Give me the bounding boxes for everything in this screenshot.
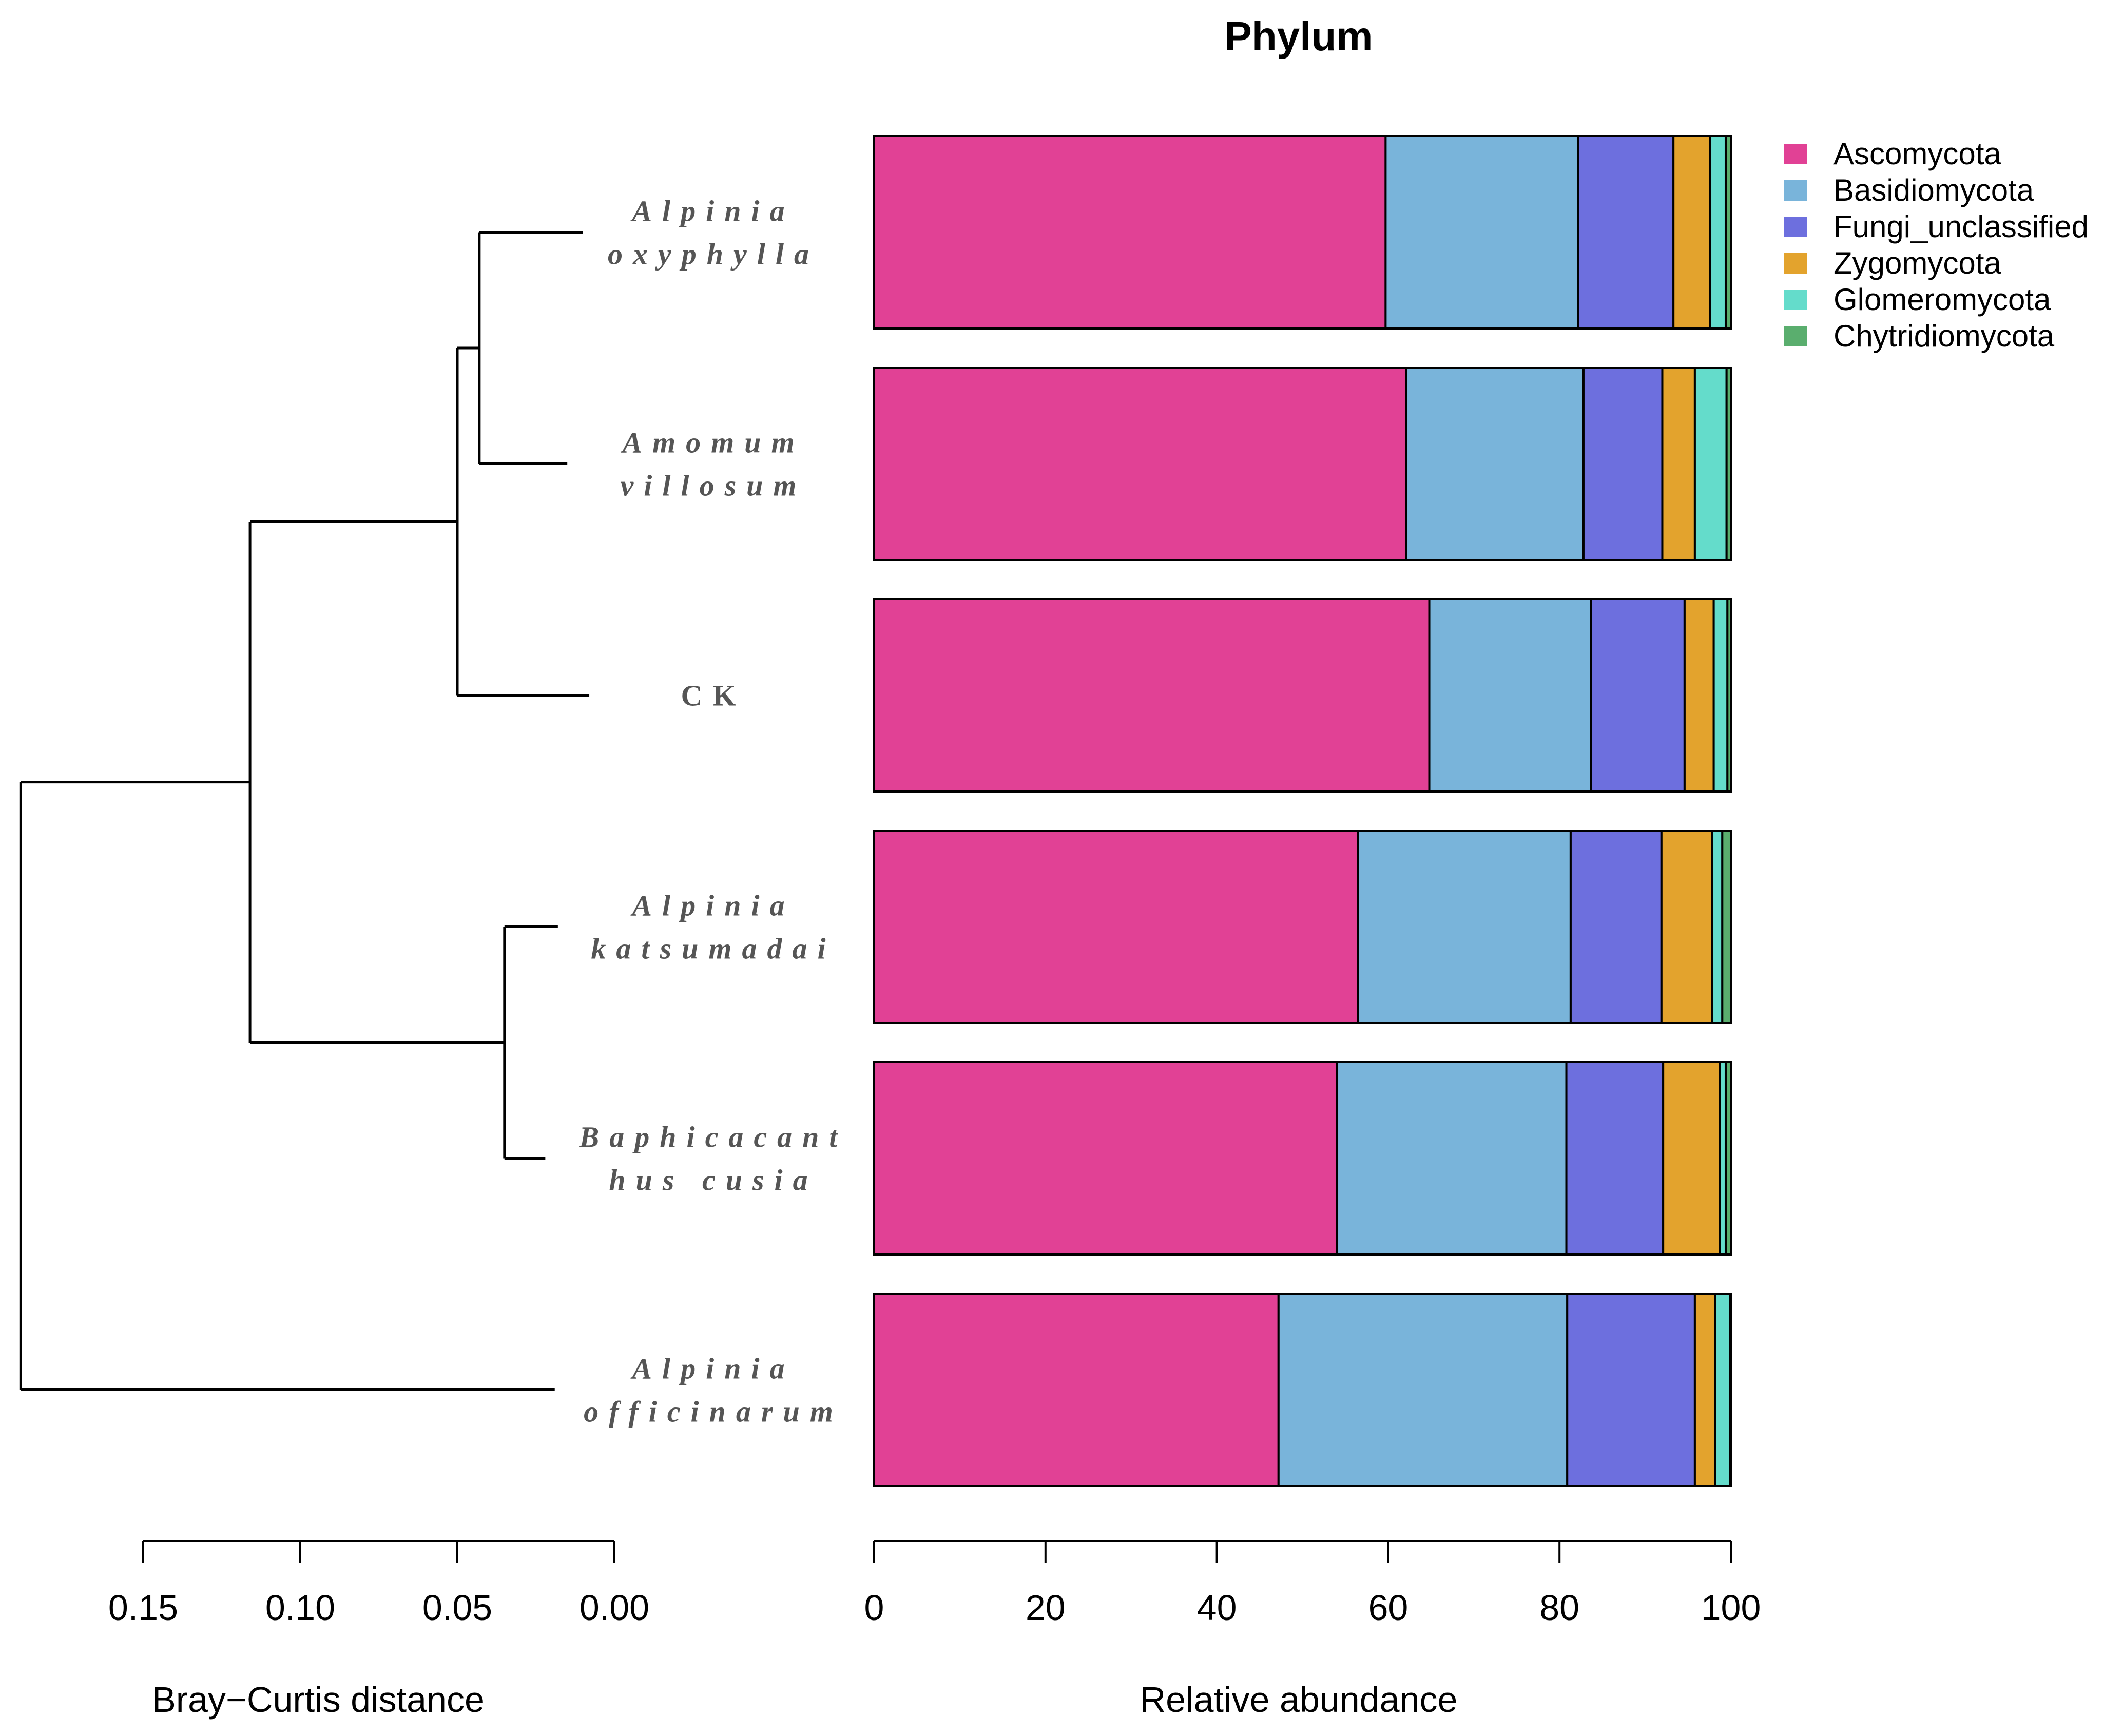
- bar-segment-glomeromycota-3: [1711, 830, 1724, 1024]
- distance-axis-label: Bray−Curtis distance: [152, 1680, 485, 1720]
- sample-label-line: CK: [681, 679, 746, 712]
- sample-label-line: villosum: [620, 469, 806, 503]
- bar-segment-glomeromycota-1: [1693, 367, 1728, 561]
- sample-label-line: officinarum: [584, 1395, 843, 1429]
- bar-segment-ascomycota-3: [873, 830, 1359, 1024]
- bar-segment-zygomycota-2: [1683, 598, 1715, 793]
- sample-label-line: oxyphylla: [608, 238, 819, 271]
- legend-entry-zygomycota: Zygomycota: [1833, 246, 2001, 280]
- sample-label-line: Alpinia: [630, 195, 795, 228]
- bar-segment-ascomycota-4: [873, 1061, 1338, 1256]
- distance-axis: 0.15 0.10 0.05 0.00: [108, 1540, 649, 1628]
- abundance-tick-label: 20: [1026, 1588, 1066, 1628]
- abundance-tick-label: 60: [1368, 1588, 1408, 1628]
- bar-segment-basidiomycota-4: [1336, 1061, 1568, 1256]
- bar-segment-fungi_unclassified-4: [1565, 1061, 1665, 1256]
- bar-segment-ascomycota-5: [873, 1293, 1280, 1487]
- sample-label-line: hus cusia: [609, 1164, 818, 1197]
- legend-entry-ascomycota: Ascomycota: [1833, 137, 2001, 171]
- legend-swatch: [1784, 180, 1807, 201]
- legend-swatch: [1784, 290, 1807, 310]
- bar-segment-chytridiomycota-5: [1729, 1293, 1732, 1487]
- bar-segment-glomeromycota-2: [1712, 598, 1729, 793]
- bar-segment-chytridiomycota-1: [1725, 367, 1732, 561]
- legend-entry-glomeromycota: Glomeromycota: [1833, 282, 2051, 317]
- sample-label-line: Baphicacant: [579, 1121, 848, 1154]
- bar-segment-basidiomycota-0: [1384, 135, 1579, 330]
- bar-segment-chytridiomycota-2: [1726, 598, 1732, 793]
- bar-segment-ascomycota-0: [873, 135, 1387, 330]
- sample-label-line: Alpinia: [630, 1352, 795, 1385]
- legend-swatch: [1784, 144, 1807, 164]
- bar-segment-glomeromycota-5: [1714, 1293, 1731, 1487]
- bar-segment-fungi_unclassified-0: [1577, 135, 1675, 330]
- distance-tick-label: 0.10: [265, 1588, 335, 1628]
- bar-segment-zygomycota-1: [1661, 367, 1696, 561]
- sample-label-line: Amomum: [621, 426, 804, 459]
- legend: AscomycotaBasidiomycotaFungi_unclassifie…: [1784, 137, 2089, 353]
- distance-tick-label: 0.15: [108, 1588, 178, 1628]
- x-axis-label: Relative abundance: [1140, 1680, 1458, 1720]
- bar-segment-chytridiomycota-4: [1724, 1061, 1732, 1256]
- bar-segment-basidiomycota-1: [1405, 367, 1585, 561]
- distance-tick-label: 0.00: [580, 1588, 649, 1628]
- legend-entry-basidiomycota: Basidiomycota: [1833, 173, 2034, 207]
- abundance-axis: 0 20 40 60 80 100: [864, 1540, 1761, 1628]
- bar-segment-fungi_unclassified-2: [1590, 598, 1686, 793]
- stacked-bars: [873, 135, 1732, 1487]
- bar-segment-ascomycota-1: [873, 367, 1407, 561]
- sample-labels: Alpinia oxyphylla Amomum villosum CK Alpinia k…: [579, 195, 848, 1429]
- bar-segment-fungi_unclassified-1: [1582, 367, 1664, 561]
- bar-segment-zygomycota-0: [1672, 135, 1711, 330]
- distance-tick-label: 0.05: [422, 1588, 492, 1628]
- abundance-tick-label: 0: [864, 1588, 884, 1628]
- legend-entry-fungi_unclassified: Fungi_unclassified: [1833, 209, 2089, 244]
- legend-swatch: [1784, 326, 1807, 346]
- legend-entry-chytridiomycota: Chytridiomycota: [1833, 319, 2055, 353]
- sample-label-line: katsumadai: [591, 932, 836, 966]
- bar-segment-zygomycota-4: [1662, 1061, 1721, 1256]
- bar-segment-chytridiomycota-0: [1724, 135, 1732, 330]
- legend-swatch: [1784, 217, 1807, 237]
- legend-swatch: [1784, 253, 1807, 274]
- bar-segment-fungi_unclassified-3: [1569, 830, 1663, 1024]
- bar-segment-ascomycota-2: [873, 598, 1431, 793]
- chart-title: Phylum: [1225, 13, 1373, 59]
- bar-segment-basidiomycota-2: [1428, 598, 1592, 793]
- sample-label-line: Alpinia: [630, 889, 795, 922]
- bar-segment-zygomycota-3: [1660, 830, 1713, 1024]
- bar-segment-zygomycota-5: [1693, 1293, 1716, 1487]
- bar-segment-glomeromycota-0: [1709, 135, 1727, 330]
- abundance-tick-label: 100: [1701, 1588, 1761, 1628]
- bar-segment-basidiomycota-5: [1277, 1293, 1569, 1487]
- bar-segment-chytridiomycota-3: [1721, 830, 1732, 1024]
- abundance-tick-label: 80: [1539, 1588, 1579, 1628]
- dendrogram: [19, 231, 590, 1391]
- abundance-tick-label: 40: [1197, 1588, 1237, 1628]
- bar-segment-basidiomycota-3: [1357, 830, 1572, 1024]
- bar-segment-fungi_unclassified-5: [1566, 1293, 1696, 1487]
